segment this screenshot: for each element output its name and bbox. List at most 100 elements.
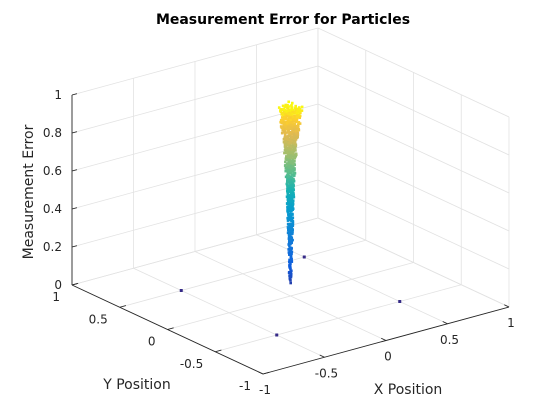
particle-point [284,140,288,143]
particle-point [282,129,286,133]
particle-point [293,157,296,160]
particle-point [290,112,294,116]
particle-point [286,156,290,160]
particle-point [289,214,293,217]
particle-point [289,116,292,119]
x-tick-label: 0.5 [440,333,459,347]
particle-point [287,226,290,230]
particle-point [289,251,293,255]
particle-point [289,159,293,163]
particle-point [286,119,290,123]
particle-point [286,107,290,110]
particle-point [289,235,293,239]
particle-point [291,207,295,211]
particle-point [296,125,300,129]
particle-point [286,197,290,201]
particle-point [286,207,289,210]
particle-point [289,272,293,276]
particle-point [287,248,290,251]
particle-point [296,129,299,133]
particle-point [291,221,295,225]
particle-point [292,132,296,136]
particle-point [285,136,289,139]
particle-point [289,256,293,260]
particle-point [290,189,293,193]
particle-point [287,214,290,217]
particle-point [290,232,294,235]
particle-point [277,106,281,109]
particle-point [281,127,285,130]
particle-point [289,181,292,185]
sidewall-gridline-z [317,27,510,118]
y-tick [262,371,270,375]
particle-point [287,233,291,237]
particle-point [289,249,293,253]
particle-point [294,107,297,111]
x-tick [319,354,325,358]
particle-point [279,109,282,113]
backwall-gridline-z [71,217,319,286]
particle-point [288,163,292,166]
particle-point [284,122,287,126]
sidewall-gridline-z [317,103,510,194]
particle-point [280,116,284,119]
particle-point [287,189,290,193]
particle-point [292,147,296,151]
particle-point [291,132,294,136]
particle-point [283,131,287,134]
particle-point [291,188,295,192]
particle-point [289,207,293,210]
particle-point [282,107,286,111]
z-axis-label: Measurement Error [21,124,37,259]
particle-point [287,176,291,180]
particle-point [289,268,292,271]
particle-point [288,216,292,220]
particle-point [285,104,288,107]
particle-point [287,199,291,203]
y-axis-label: Y Position [102,377,171,393]
particle-point [281,129,285,132]
particle-point [291,160,295,163]
particle-point [290,114,293,118]
sidewall-gridline-z [317,217,510,308]
particle-point [293,174,296,177]
particle-point [291,202,295,205]
particle-point [285,162,289,166]
particle-point [286,222,290,226]
particle-point [293,171,297,175]
particle-point [286,194,290,197]
particle-point [291,185,295,189]
particle-point [300,109,304,112]
particle-point [288,171,291,174]
particle-point [296,108,299,112]
y-tick [119,305,127,308]
particle-point [288,258,291,262]
x-tick-label: 1 [507,316,515,330]
particle-point [297,122,300,125]
particle-point [295,119,299,122]
particle-point [288,150,291,154]
particle-point [292,172,295,175]
particle-point [287,203,290,206]
backwall-gridline-z [71,103,319,172]
particle-point [291,110,295,114]
particle-point [289,274,293,277]
particle-point [282,116,286,120]
particle-point [284,113,287,116]
floor-gridline-y [167,262,414,330]
particle-point [293,111,297,114]
particle-point [286,192,290,195]
particle-point [287,126,291,130]
outlier-point [275,333,279,337]
particle-point [294,104,297,108]
particle-point [286,167,290,170]
particle-point [293,167,296,170]
particle-point [288,197,291,201]
particle-point [283,105,287,109]
particle-point [283,148,287,152]
particle-point [286,158,289,162]
particle-point [288,147,291,151]
particle-point [287,243,291,246]
particle-point [290,209,293,213]
